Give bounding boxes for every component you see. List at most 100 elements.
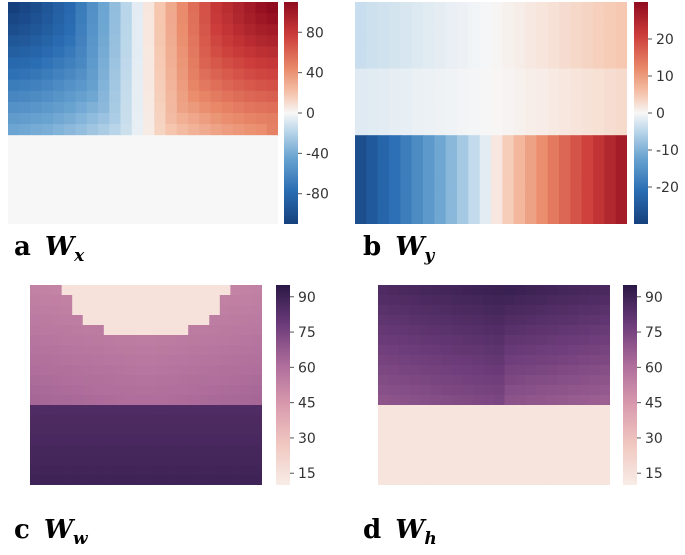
heatmap-wx-cell — [8, 46, 20, 59]
heatmap-wy-cell — [445, 124, 458, 136]
heatmap-wy-cell — [434, 35, 447, 47]
heatmap-wy-cell — [468, 57, 481, 70]
heatmap-wx-cell — [143, 157, 155, 170]
heatmap-wh-cell — [525, 405, 537, 416]
heatmap-ww-cell — [51, 475, 63, 485]
heatmap-wy-cell — [411, 35, 424, 47]
heatmap-wy-cell — [423, 201, 435, 214]
heatmap-ww-cell — [146, 435, 158, 446]
heatmap-wx-cell — [75, 135, 88, 147]
heatmap-wh-cell — [588, 465, 601, 476]
heatmap-wx-cell — [221, 2, 234, 14]
heatmap-ww-cell — [51, 465, 63, 476]
heatmap-wh-cell — [378, 425, 390, 436]
heatmap-wy-cell — [581, 124, 594, 136]
heatmap-wx-cell — [98, 35, 110, 47]
heatmap-wy-cell — [593, 113, 605, 125]
heatmap-wh-cell — [546, 285, 558, 296]
heatmap-wh-cell — [399, 455, 411, 466]
heatmap-wh-cell — [462, 305, 474, 316]
heatmap-wx-cell — [244, 146, 257, 158]
heatmap-wx-cell — [8, 57, 20, 70]
heatmap-wh-cell — [441, 325, 453, 336]
heatmap-wy-cell — [536, 168, 549, 181]
heatmap-wh-cell — [588, 325, 601, 336]
heatmap-wy-cell — [411, 190, 424, 203]
heatmap-ww-cell — [51, 375, 63, 386]
heatmap-wy-cell — [423, 168, 435, 181]
heatmap-wy-cell — [355, 135, 367, 147]
heatmap-wx-cell — [131, 168, 144, 181]
heatmap-wy-cell — [457, 79, 469, 92]
heatmap-ww-cell — [177, 405, 189, 416]
heatmap-wy-cell — [559, 124, 571, 136]
heatmap-wx-cell — [176, 13, 189, 25]
heatmap-wh-cell — [546, 465, 558, 476]
heatmap-ww-cell — [124, 335, 137, 346]
heatmap-wy-cell — [604, 24, 617, 36]
heatmap-wh-cell — [388, 315, 400, 326]
heatmap-wh-cell — [588, 355, 601, 366]
heatmap-ww-cell — [177, 335, 189, 346]
heatmap-wx-cell — [210, 57, 223, 70]
heatmap-wx-cell — [98, 146, 110, 158]
heatmap-wy-cell — [377, 90, 390, 103]
heatmap-wy-cell — [502, 13, 515, 25]
heatmap-wx-cell — [41, 113, 54, 125]
heatmap-ww-cell — [167, 355, 179, 366]
heatmap-wy-cell — [445, 146, 458, 158]
heatmap-ww-cell — [167, 345, 179, 356]
heatmap-ww-cell — [82, 365, 94, 376]
heatmap-wx-cell — [30, 79, 43, 92]
heatmap-wy-cell — [445, 79, 458, 92]
heatmap-wx-cell — [53, 179, 65, 192]
heatmap-wy-cell — [604, 124, 617, 136]
heatmap-wx-cell — [75, 113, 88, 125]
heatmap-wy-cell — [457, 90, 469, 103]
heatmap-ww-cell — [188, 455, 200, 466]
heatmap-wx-cell — [244, 24, 257, 36]
heatmap-wh-cell — [462, 435, 474, 446]
heatmap-ww-cell — [219, 455, 231, 466]
heatmap-wh-cell — [536, 305, 548, 316]
heatmap-ww-cell — [177, 455, 189, 466]
heatmap-wx-cell — [19, 24, 32, 36]
heatmap-ww-cell — [61, 455, 73, 466]
heatmap-ww-cell — [61, 325, 73, 336]
heatmap-wy-cell — [536, 46, 549, 59]
heatmap-wh-cell — [567, 345, 579, 356]
heatmap-wy-cell — [581, 2, 594, 14]
heatmap-wh-cell — [399, 385, 411, 396]
heatmap-wx-cell — [75, 124, 88, 136]
heatmap-wh-cell — [588, 295, 601, 306]
heatmap-wh-cell — [515, 445, 527, 456]
heatmap-wx-cell — [266, 212, 278, 224]
heatmap-ww-cell — [61, 375, 73, 386]
heatmap-wx-cell — [255, 168, 268, 181]
heatmap-wh-cell — [378, 435, 390, 446]
heatmap-wy-cell — [559, 179, 571, 192]
heatmap-ww-cell — [209, 455, 221, 466]
heatmap-wy-cell — [445, 57, 458, 70]
heatmap-ww-cell — [219, 345, 231, 356]
heatmap-wx-cell — [255, 201, 268, 214]
heatmap-wy-cell — [366, 57, 379, 70]
heatmap-wx-cell — [188, 2, 200, 14]
heatmap-ww-cell — [177, 375, 189, 386]
heatmap-wx-cell — [233, 79, 245, 92]
heatmap-wh-cell — [494, 405, 506, 416]
heatmap-ww-cell — [167, 375, 179, 386]
heatmap-wy-cell — [457, 146, 469, 158]
heatmap-wx-cell — [176, 157, 189, 170]
heatmap-ww-cell — [93, 445, 105, 456]
heatmap-wx-cell — [30, 57, 43, 70]
heatmap-wy-cell — [400, 168, 413, 181]
heatmap-wx-cell — [8, 35, 20, 47]
heatmap-ww-cell — [61, 285, 73, 296]
heatmap-wh-cell — [483, 315, 495, 326]
heatmap-wh-cell — [504, 445, 516, 456]
heatmap-ww-cell — [72, 355, 84, 366]
heatmap-wy-cell — [593, 90, 605, 103]
heatmap-wh-cell — [378, 375, 390, 386]
heatmap-ww-cell — [251, 385, 262, 396]
